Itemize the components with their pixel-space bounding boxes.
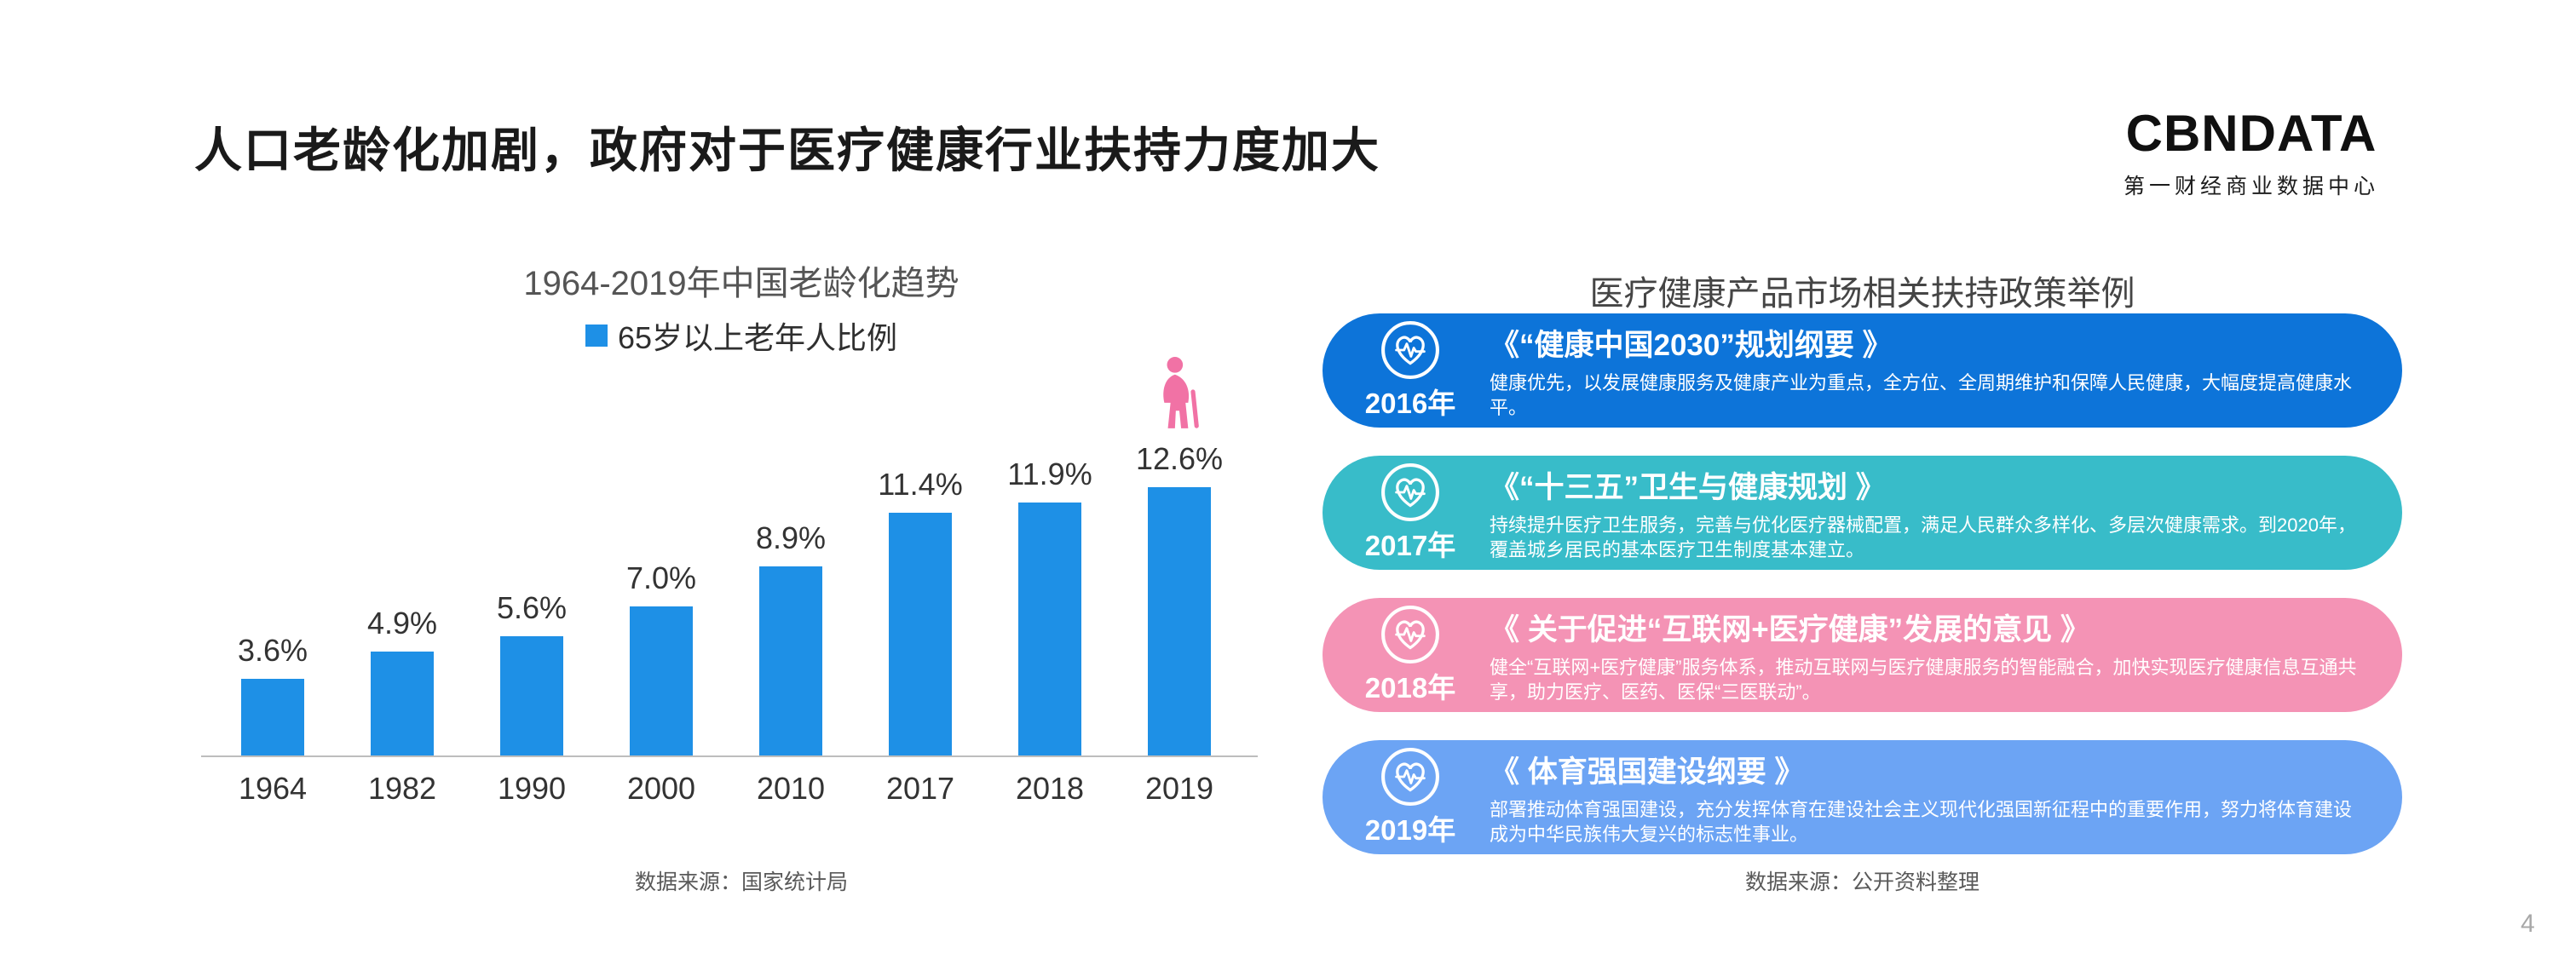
policy-pill-badge: 2019年	[1323, 746, 1490, 848]
logo-subtitle: 第一财经商业数据中心	[2123, 175, 2379, 198]
policy-pill-list: 2016年 《“健康中国2030”规划纲要 》 健康优先，以发展健康服务及健康产…	[1323, 313, 2402, 882]
policies-section-title: 医疗健康产品市场相关扶持政策举例	[1589, 275, 2135, 313]
legend-swatch	[585, 325, 608, 347]
policy-content: 《“十三五”卫生与健康规划 》 持续提升医疗卫生服务，完善与优化医疗器械配置，满…	[1490, 463, 2402, 562]
legend-label: 65岁以上老年人比例	[617, 320, 898, 355]
bar-value-label: 5.6%	[496, 590, 568, 625]
bar-value-label: 4.9%	[366, 605, 438, 640]
x-axis-line	[201, 755, 1258, 757]
x-tick-label: 1990	[497, 771, 567, 806]
x-tick-label: 1964	[238, 771, 308, 806]
x-tick-label: 2017	[885, 771, 955, 806]
bar-column: 12.6%	[1115, 441, 1244, 755]
x-tick-label: 2000	[626, 771, 696, 806]
heart-pulse-icon	[1380, 462, 1441, 523]
policy-pill-2016: 2016年 《“健康中国2030”规划纲要 》 健康优先，以发展健康服务及健康产…	[1323, 313, 2402, 428]
heart-pulse-icon	[1380, 604, 1441, 665]
bar-column: 4.9%	[337, 605, 467, 755]
page-title: 人口老龄化加剧，政府对于医疗健康行业扶持力度加大	[194, 123, 1380, 177]
policy-content: 《 体育强国建设纲要 》 部署推动体育强国建设，充分发挥体育在建设社会主义现代化…	[1490, 748, 2402, 847]
bar-value-label: 7.0%	[625, 560, 697, 595]
x-tick-label: 1982	[367, 771, 437, 806]
bar	[241, 679, 304, 755]
bar-column: 7.0%	[596, 560, 726, 755]
policy-title: 《 体育强国建设纲要 》	[1490, 755, 1805, 789]
bar	[371, 651, 434, 755]
policy-year: 2016年	[1364, 388, 1456, 419]
policy-title: 《 关于促进“互联网+医疗健康”发展的意见 》	[1490, 612, 2090, 646]
bar	[1148, 487, 1211, 755]
heart-pulse-icon	[1380, 746, 1441, 807]
policy-desc: 健全“互联网+医疗健康”服务体系，推动互联网与医疗健康服务的智能融合，加快实现医…	[1490, 656, 2357, 703]
logo-wordmark: CBNDATA	[2125, 105, 2377, 162]
page-number: 4	[2521, 910, 2535, 938]
bar	[759, 566, 822, 755]
policy-pill-2018: 2018年 《 关于促进“互联网+医疗健康”发展的意见 》 健全“互联网+医疗健…	[1323, 598, 2402, 712]
bar-value-label: 8.9%	[755, 520, 827, 555]
bar	[630, 606, 693, 755]
bar	[889, 513, 952, 755]
bar-column: 5.6%	[467, 590, 596, 755]
policy-desc: 持续提升医疗卫生服务，完善与优化医疗器械配置，满足人民群众多样化、多层次健康需求…	[1490, 514, 2356, 560]
chart-title: 1964-2019年中国老龄化趋势	[523, 265, 960, 302]
bar-chart-plot: 3.6% 4.9% 5.6% 7.0% 8.9% 11.4% 11.9% 12	[208, 210, 1244, 755]
x-axis-labels: 1964 1982 1990 2000 2010 2017 2018 2019	[208, 771, 1244, 807]
policy-year: 2019年	[1364, 814, 1456, 846]
bar-column: 3.6%	[208, 633, 337, 755]
bar	[500, 636, 563, 755]
x-tick-label: 2019	[1144, 771, 1214, 806]
chart-source-note: 数据来源：国家统计局	[634, 870, 848, 894]
policy-pill-2019: 2019年 《 体育强国建设纲要 》 部署推动体育强国建设，充分发挥体育在建设社…	[1323, 740, 2402, 854]
policy-content: 《 关于促进“互联网+医疗健康”发展的意见 》 健全“互联网+医疗健康”服务体系…	[1490, 606, 2402, 704]
chart-legend: 65岁以上老年人比例	[290, 313, 1193, 358]
bar-value-label: 11.9%	[1007, 456, 1092, 491]
bar-column: 8.9%	[726, 520, 856, 755]
policy-title: 《“健康中国2030”规划纲要 》	[1490, 328, 1893, 362]
policy-year: 2018年	[1364, 672, 1456, 704]
policy-title: 《“十三五”卫生与健康规划 》	[1490, 470, 1886, 504]
policy-pill-badge: 2016年	[1323, 319, 1490, 422]
policy-year: 2017年	[1364, 530, 1456, 561]
policy-pill-2017: 2017年 《“十三五”卫生与健康规划 》 持续提升医疗卫生服务，完善与优化医疗…	[1323, 456, 2402, 570]
policies-source-note: 数据来源：公开资料整理	[1744, 870, 1980, 894]
bar-value-label: 12.6%	[1135, 441, 1224, 476]
policy-pill-badge: 2017年	[1323, 462, 1490, 564]
policy-pill-badge: 2018年	[1323, 604, 1490, 706]
elderly-person-icon	[1163, 357, 1199, 428]
bar	[1018, 502, 1081, 755]
x-tick-label: 2018	[1015, 771, 1085, 806]
cbndata-logo: CBNDATA 第一财经商业数据中心	[2098, 104, 2405, 200]
policy-desc: 部署推动体育强国建设，充分发挥体育在建设社会主义现代化强国新征程中的重要作用，努…	[1490, 798, 2353, 845]
heart-pulse-icon	[1380, 319, 1441, 381]
policy-content: 《“健康中国2030”规划纲要 》 健康优先，以发展健康服务及健康产业为重点，全…	[1490, 321, 2402, 420]
bar-value-label: 11.4%	[878, 467, 963, 502]
bar-column: 11.9%	[985, 456, 1115, 755]
bar-value-label: 3.6%	[237, 633, 308, 668]
bar-column: 11.4%	[856, 467, 985, 755]
x-tick-label: 2010	[756, 771, 826, 806]
policy-desc: 健康优先，以发展健康服务及健康产业为重点，全方位、全周期维护和保障人民健康，大幅…	[1490, 371, 2353, 418]
